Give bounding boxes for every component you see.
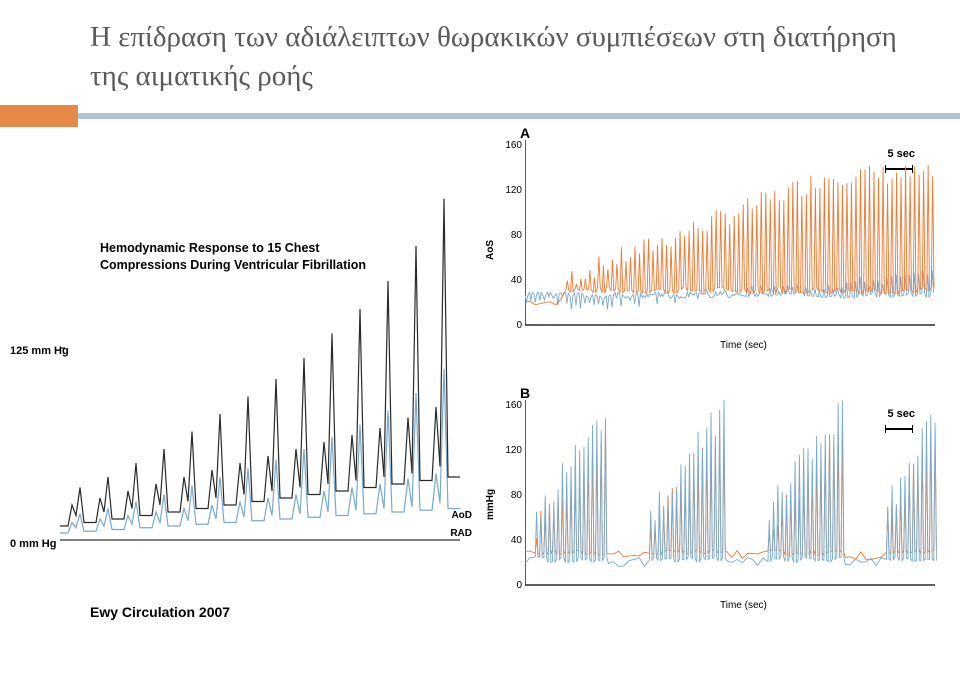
accent-bar — [0, 105, 960, 127]
left-y-bot: 0 mm Hg — [10, 538, 56, 550]
page-title: Η επίδραση των αδιάλειπτων θωρακικών συμ… — [0, 0, 960, 96]
a-tick-120: 120 — [498, 185, 522, 196]
a-tick-80: 80 — [498, 230, 522, 241]
b-tick-40: 40 — [498, 535, 522, 546]
a-tick-160: 160 — [498, 140, 522, 151]
citation: Ewy Circulation 2007 — [90, 604, 230, 620]
left-chart-svg — [60, 170, 490, 560]
panel-b-label: B — [520, 385, 530, 401]
panel-a-svg — [525, 140, 945, 340]
panel-b-svg — [525, 400, 945, 600]
panel-a: A AoS 5 sec 160 120 80 40 0 Time (sec) — [480, 130, 945, 380]
content-area: Hemodynamic Response to 15 Chest Compres… — [0, 130, 960, 670]
a-tick-0: 0 — [498, 320, 522, 331]
panel-a-label: A — [520, 125, 530, 141]
b-tick-80: 80 — [498, 490, 522, 501]
accent-block-orange — [0, 105, 78, 127]
b-tick-160: 160 — [498, 400, 522, 411]
panel-a-xlabel: Time (sec) — [720, 340, 767, 351]
panel-b: B mmHg 5 sec 160 120 80 40 0 Time (sec) — [480, 390, 945, 650]
panel-a-ylabel: AoS — [485, 240, 496, 260]
panel-b-xlabel: Time (sec) — [720, 600, 767, 611]
b-tick-120: 120 — [498, 445, 522, 456]
accent-block-blue — [78, 113, 960, 119]
a-tick-40: 40 — [498, 275, 522, 286]
panel-b-ylabel: mmHg — [485, 489, 496, 520]
b-tick-0: 0 — [498, 580, 522, 591]
left-chart: Hemodynamic Response to 15 Chest Compres… — [10, 170, 470, 550]
